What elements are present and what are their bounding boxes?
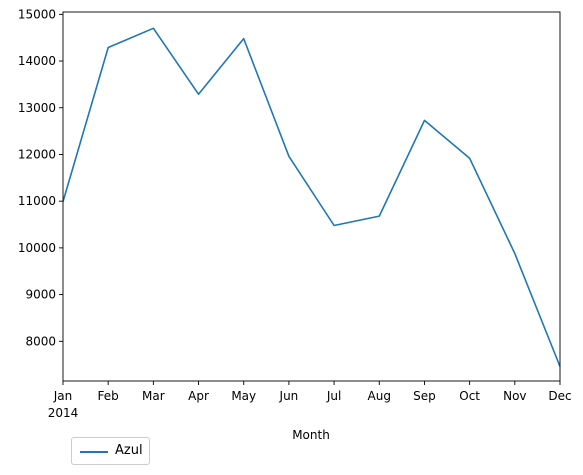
x-tick-label: Jan xyxy=(53,389,73,403)
y-tick-label: 10000 xyxy=(18,241,56,255)
x-tick-label: Feb xyxy=(98,389,119,403)
x-tick-label: Aug xyxy=(368,389,391,403)
legend: Azul xyxy=(71,437,150,465)
x-tick-label: Mar xyxy=(142,389,165,403)
y-tick-label: 11000 xyxy=(18,194,56,208)
x-tick-label: Nov xyxy=(503,389,526,403)
plot-frame xyxy=(63,12,560,381)
y-tick-label: 9000 xyxy=(25,288,56,302)
legend-label-azul: Azul xyxy=(115,443,143,458)
x-tick-label: May xyxy=(231,389,256,403)
x-tick-year-label: 2014 xyxy=(48,406,79,420)
x-tick-label: Sep xyxy=(413,389,436,403)
y-tick-label: 15000 xyxy=(18,7,56,21)
y-tick-label: 13000 xyxy=(18,101,56,115)
x-tick-label: Apr xyxy=(188,389,209,403)
y-tick-label: 14000 xyxy=(18,54,56,68)
x-tick-label: Oct xyxy=(459,389,480,403)
x-tick-label: Jun xyxy=(279,389,299,403)
chart-marks: 8000 9000 10000 11000 12000 13000 14000 15000 Ja… xyxy=(18,7,572,420)
series-line-azul xyxy=(63,28,560,366)
legend-swatch-azul xyxy=(80,451,108,453)
x-axis-label: Month xyxy=(292,428,330,442)
y-tick-label: 12000 xyxy=(18,147,56,161)
x-tick-label: Dec xyxy=(548,389,571,403)
y-tick-label: 8000 xyxy=(25,334,56,348)
x-tick-label: Jul xyxy=(326,389,341,403)
